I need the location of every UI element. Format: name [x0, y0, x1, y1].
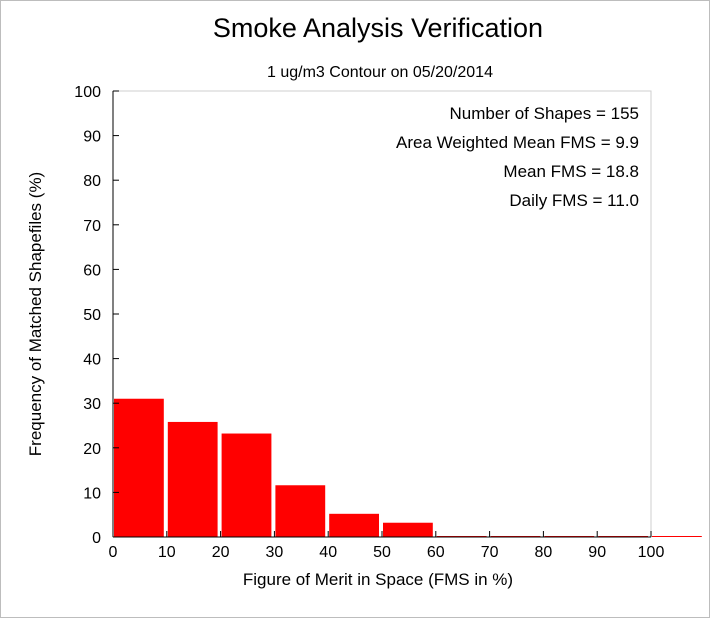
x-tick-label: 30	[266, 544, 284, 561]
y-axis-label: Frequency of Matched Shapefiles (%)	[26, 172, 45, 456]
x-tick-label: 20	[212, 544, 230, 561]
y-tick-label: 50	[83, 307, 101, 324]
x-tick-label: 70	[481, 544, 499, 561]
x-tick-label: 80	[535, 544, 553, 561]
x-tick-label: 50	[373, 544, 391, 561]
y-tick-label: 100	[74, 84, 101, 101]
x-tick-label: 10	[158, 544, 176, 561]
y-tick-label: 20	[83, 441, 101, 458]
y-ticks-group: 0 10 20 30 40 50 60 70 80 90 100	[74, 84, 119, 547]
bars-group	[114, 398, 702, 537]
x-tick-label: 40	[319, 544, 337, 561]
x-tick-label: 90	[588, 544, 606, 561]
stat-annotation: Number of Shapes = 155	[450, 104, 639, 123]
y-tick-label: 0	[92, 530, 101, 547]
stat-annotation: Mean FMS = 18.8	[503, 162, 639, 181]
x-ticks-group: 0 10 20 30 40 50 60 70 80 90 100	[109, 531, 665, 561]
y-tick-label: 40	[83, 352, 101, 369]
bar-20-30	[221, 433, 272, 537]
bar-30-40	[275, 485, 326, 537]
y-tick-label: 80	[83, 173, 101, 190]
y-tick-label: 90	[83, 129, 101, 146]
x-tick-label: 60	[427, 544, 445, 561]
bar-50-60	[383, 522, 433, 537]
y-tick-label: 60	[83, 262, 101, 279]
chart-subtitle: 1 ug/m3 Contour on 05/20/2014	[267, 64, 493, 81]
stat-annotation: Daily FMS = 11.0	[509, 191, 639, 210]
chart-title: Smoke Analysis Verification	[213, 13, 543, 43]
y-tick-label: 10	[83, 485, 101, 502]
x-axis-label: Figure of Merit in Space (FMS in %)	[243, 570, 513, 589]
stats-group: Number of Shapes = 155 Area Weighted Mean…	[396, 104, 639, 210]
bar-100-110	[652, 536, 702, 537]
y-tick-label: 70	[83, 218, 101, 235]
bar-10-20	[167, 421, 218, 537]
y-tick-label: 30	[83, 396, 101, 413]
stat-annotation: Area Weighted Mean FMS = 9.9	[396, 133, 639, 152]
bar-0-10	[114, 398, 164, 537]
bar-40-50	[329, 513, 379, 537]
x-tick-label: 100	[638, 544, 665, 561]
x-tick-label: 0	[109, 544, 118, 561]
